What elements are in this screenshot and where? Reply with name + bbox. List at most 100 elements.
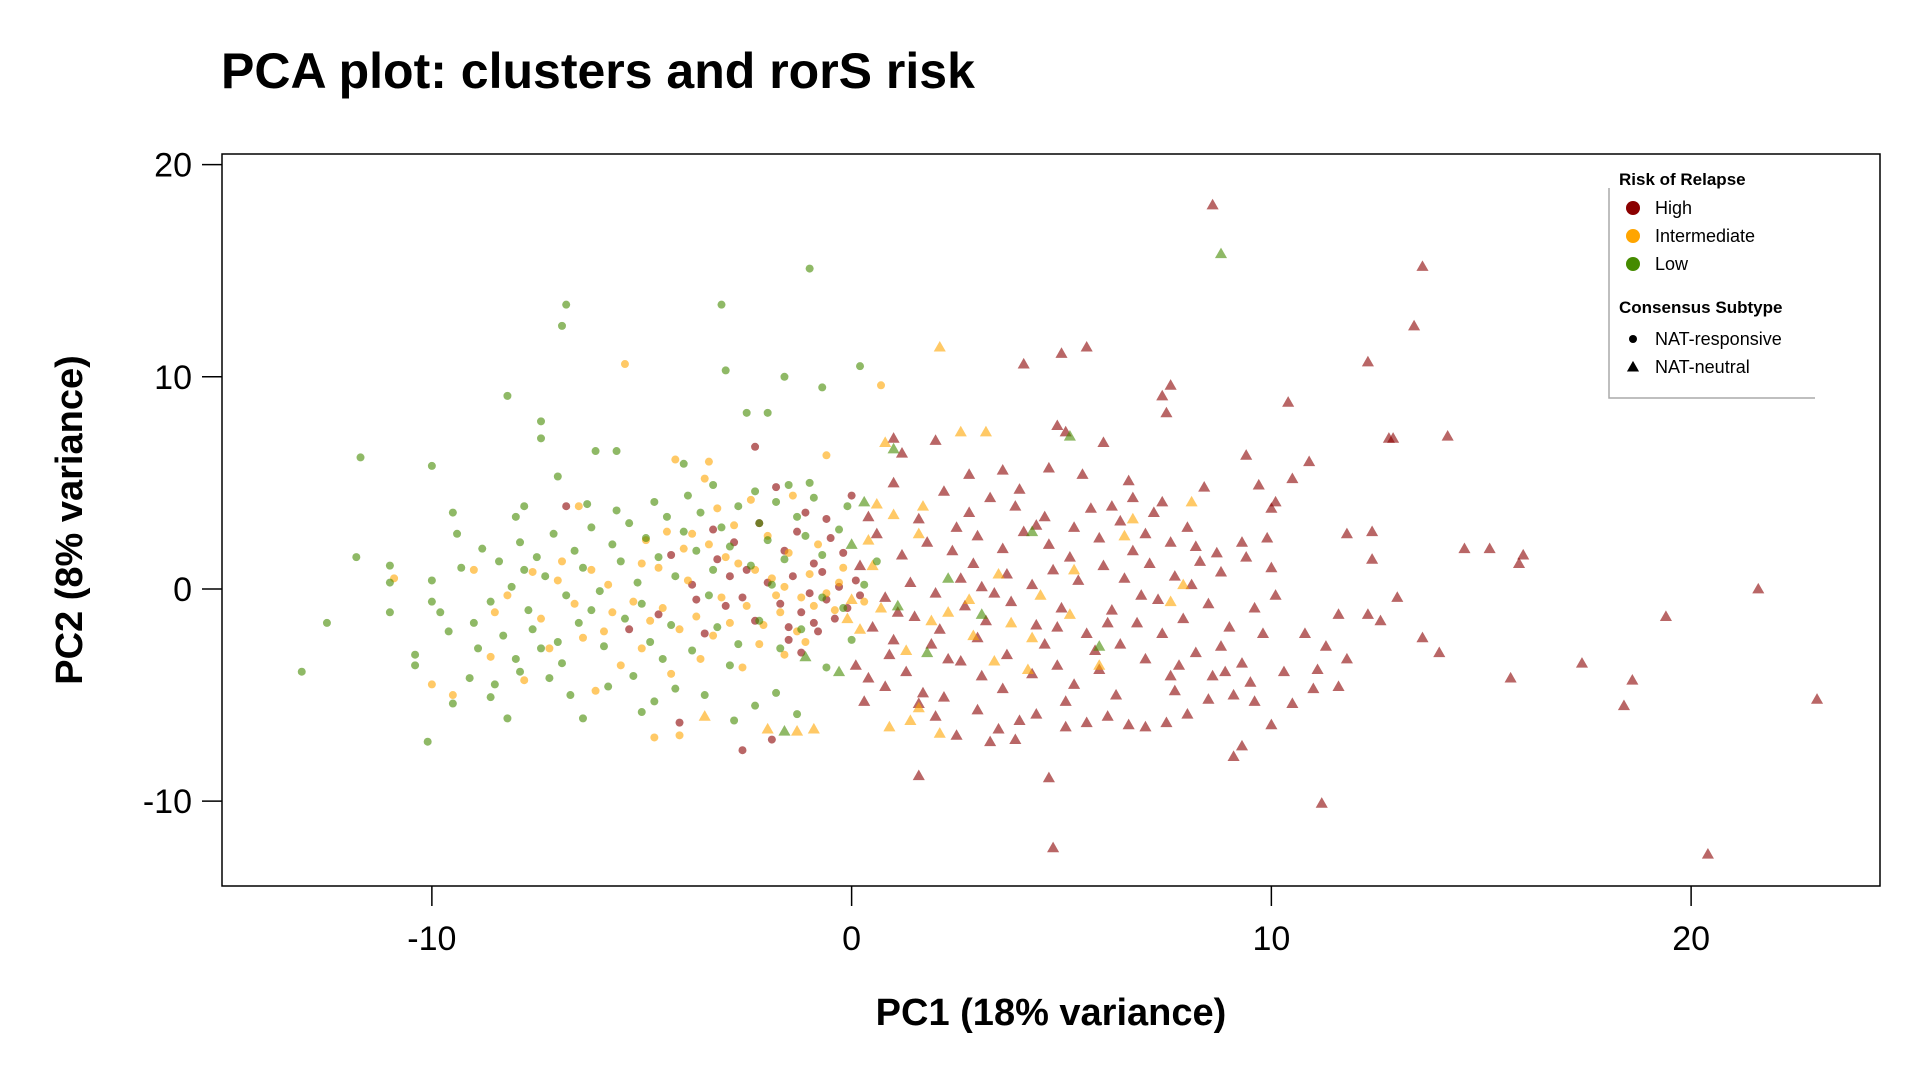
scatter-point	[591, 686, 600, 695]
scatter-point	[742, 408, 751, 417]
scatter-point	[646, 638, 655, 646]
scatter-point	[587, 565, 596, 574]
scatter-point	[1126, 544, 1139, 556]
scatter-point	[1059, 695, 1072, 706]
scatter-point	[946, 544, 959, 556]
scatter-point	[700, 629, 709, 638]
scatter-point	[709, 631, 718, 640]
legend-shape-title: Consensus Subtype	[1619, 298, 1782, 317]
scatter-point	[870, 527, 883, 539]
scatter-point	[805, 478, 814, 487]
scatter-point	[835, 578, 844, 587]
scatter-point	[746, 561, 755, 570]
scatter-point	[1168, 570, 1181, 581]
scatter-point	[942, 652, 955, 664]
scatter-point	[436, 608, 445, 617]
scatter-point	[427, 461, 436, 470]
scatter-point	[444, 627, 453, 636]
scatter-point	[839, 604, 848, 613]
scatter-point	[874, 601, 888, 613]
scatter-point	[916, 500, 930, 511]
scatter-point	[975, 669, 988, 681]
scatter-point	[700, 691, 709, 700]
scatter-point	[1118, 572, 1131, 583]
scatter-point	[862, 534, 875, 545]
scatter-point	[1701, 848, 1714, 859]
scatter-point	[1068, 678, 1081, 689]
scatter-point	[1374, 614, 1387, 626]
legend-item-nat-responsive: NAT-responsive	[1655, 329, 1782, 349]
x-axis-label: PC1 (18% variance)	[876, 992, 1227, 1034]
scatter-point	[1214, 640, 1228, 651]
scatter-point	[537, 614, 546, 623]
scatter-point	[1030, 519, 1043, 530]
scatter-point	[793, 710, 802, 719]
scatter-point	[797, 593, 806, 602]
scatter-point	[511, 512, 520, 521]
scatter-point	[900, 665, 913, 677]
scatter-point	[734, 559, 743, 568]
scatter-point	[738, 593, 747, 602]
scatter-point	[793, 527, 802, 536]
scatter-point	[1361, 355, 1374, 367]
scatter-point	[1139, 652, 1152, 664]
scatter-point	[996, 542, 1009, 554]
scatter-point	[1504, 671, 1517, 683]
scatter-point	[809, 601, 818, 610]
scatter-point	[767, 580, 776, 589]
scatter-point	[297, 667, 306, 676]
scatter-point	[385, 608, 394, 617]
scatter-point	[996, 682, 1009, 694]
legend-swatch	[1626, 201, 1640, 215]
series-intermediate-nat-neutral	[698, 340, 1198, 738]
scatter-point	[650, 497, 659, 506]
scatter-point	[1256, 627, 1270, 638]
series-high-nat-neutral	[849, 198, 1824, 859]
scatter-point	[738, 663, 747, 672]
scatter-point	[887, 633, 900, 645]
scatter-point	[717, 593, 726, 602]
scatter-point	[1063, 550, 1076, 562]
scatter-point	[595, 587, 604, 596]
scatter-point	[1181, 708, 1194, 719]
scatter-point	[717, 300, 726, 309]
scatter-point	[1286, 697, 1299, 708]
scatter-point	[1055, 347, 1068, 358]
scatter-point	[1269, 495, 1282, 507]
scatter-point	[963, 593, 976, 605]
scatter-point	[516, 667, 525, 676]
scatter-point	[469, 565, 478, 574]
scatter-point	[704, 457, 713, 466]
scatter-point	[738, 746, 747, 755]
scatter-point	[1261, 531, 1274, 543]
scatter-point	[776, 599, 785, 608]
scatter-point	[826, 534, 835, 543]
scatter-point	[537, 417, 546, 426]
scatter-point	[734, 640, 743, 649]
scatter-point	[1147, 506, 1160, 518]
scatter-point	[979, 425, 992, 437]
scatter-point	[671, 455, 680, 464]
scatter-point	[1206, 669, 1219, 681]
scatter-point	[495, 557, 504, 566]
scatter-point	[1017, 357, 1030, 369]
scatter-point	[746, 495, 755, 504]
scatter-point	[486, 693, 495, 702]
scatter-point	[616, 661, 625, 670]
scatter-point	[1189, 540, 1202, 551]
scatter-point	[1105, 500, 1118, 511]
scatter-point	[963, 506, 976, 518]
scatter-point	[490, 680, 499, 689]
scatter-point	[675, 625, 684, 634]
scatter-point	[784, 635, 793, 644]
scatter-point	[801, 508, 810, 517]
chart-title: PCA plot: clusters and rorS risk	[221, 43, 975, 99]
scatter-point	[1126, 512, 1139, 524]
scatter-point	[992, 567, 1005, 579]
scatter-point	[1047, 841, 1060, 853]
scatter-point	[900, 644, 913, 655]
scatter-point	[1189, 646, 1202, 658]
legend: Risk of Relapse High Intermediate Low Co…	[1608, 170, 1815, 399]
x-tick-label: 20	[1672, 920, 1710, 958]
plot-frame	[221, 153, 1881, 887]
